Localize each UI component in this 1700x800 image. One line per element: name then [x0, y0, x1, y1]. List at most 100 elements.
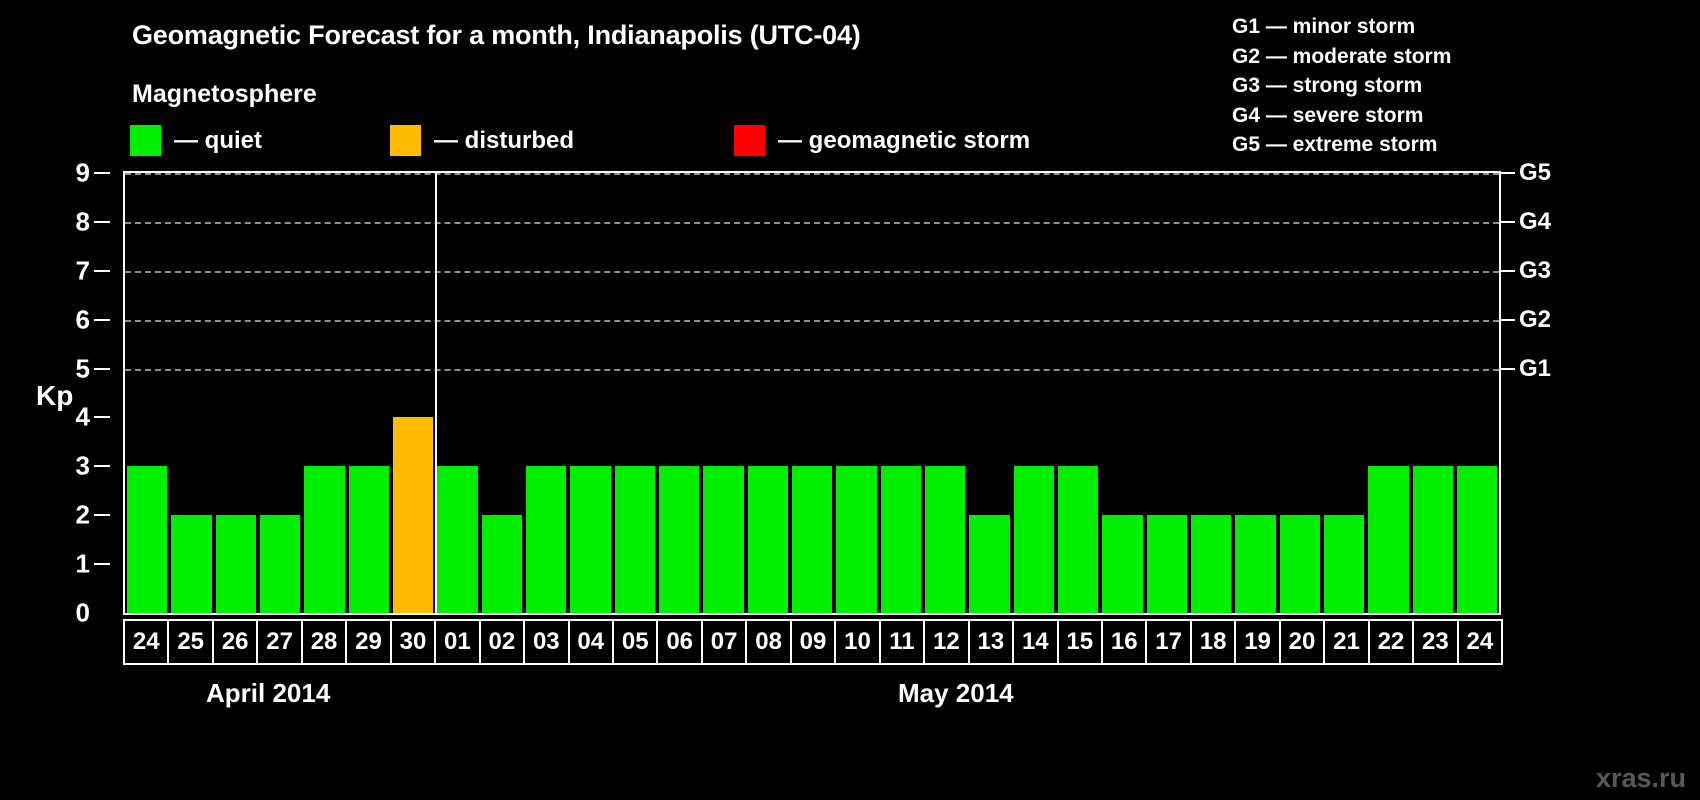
g-axis-tick: [1501, 269, 1515, 272]
x-axis-date-box[interactable]: 05: [611, 619, 659, 665]
bar-cell[interactable]: [391, 173, 435, 613]
bar[interactable]: [1412, 466, 1453, 613]
bar[interactable]: [525, 466, 567, 613]
bar-cell[interactable]: [1100, 173, 1144, 613]
x-axis-date-box[interactable]: 13: [967, 619, 1015, 665]
x-axis-date-box[interactable]: 14: [1012, 619, 1059, 665]
bar[interactable]: [658, 466, 700, 613]
bar-cell[interactable]: [834, 173, 878, 613]
bar[interactable]: [1190, 515, 1232, 613]
bar-cell[interactable]: [746, 173, 790, 613]
x-axis-date-box[interactable]: 12: [923, 619, 970, 665]
bar-cell[interactable]: [169, 173, 213, 613]
x-axis-date-box[interactable]: 07: [700, 619, 748, 665]
bar[interactable]: [836, 466, 877, 613]
legend-label: — geomagnetic storm: [778, 126, 1031, 154]
x-axis-date-box[interactable]: 08: [745, 619, 792, 665]
bar-cell[interactable]: [879, 173, 923, 613]
y-axis-tick-label: 3: [75, 450, 90, 481]
x-axis-date-box[interactable]: 20: [1278, 619, 1326, 665]
y-axis-tick: [94, 514, 110, 517]
bar[interactable]: [259, 515, 301, 613]
x-axis-date-box[interactable]: 30: [389, 619, 437, 665]
x-axis-date-box[interactable]: 27: [256, 619, 303, 665]
bar-cell[interactable]: [1145, 173, 1189, 613]
bar[interactable]: [392, 417, 434, 613]
bar[interactable]: [880, 466, 921, 613]
bar-cell[interactable]: [302, 173, 346, 613]
bar[interactable]: [703, 466, 744, 613]
bar-cell[interactable]: [923, 173, 967, 613]
bar[interactable]: [348, 466, 389, 613]
bar[interactable]: [570, 466, 611, 613]
x-axis-date-box[interactable]: 01: [434, 619, 481, 665]
bar[interactable]: [969, 515, 1010, 613]
x-axis-date-box[interactable]: 24: [1456, 619, 1504, 665]
bar[interactable]: [1102, 515, 1143, 613]
bar[interactable]: [1057, 466, 1099, 613]
bar[interactable]: [1279, 515, 1320, 613]
x-axis-date-box[interactable]: 22: [1367, 619, 1415, 665]
bar[interactable]: [127, 466, 168, 613]
bar-cell[interactable]: [347, 173, 391, 613]
x-axis-date-box[interactable]: 23: [1412, 619, 1459, 665]
bar[interactable]: [747, 466, 788, 613]
bar[interactable]: [304, 466, 345, 613]
bar[interactable]: [791, 466, 833, 613]
bar-cell[interactable]: [568, 173, 612, 613]
x-axis-date-box[interactable]: 26: [211, 619, 259, 665]
month-label-may: May 2014: [898, 678, 1014, 708]
bar-cell[interactable]: [214, 173, 258, 613]
bar[interactable]: [1235, 515, 1276, 613]
x-axis-date-box[interactable]: 06: [656, 619, 703, 665]
bar-cell[interactable]: [1322, 173, 1366, 613]
bar-cell[interactable]: [1455, 173, 1499, 613]
x-axis-date-box[interactable]: 21: [1323, 619, 1370, 665]
x-axis-date-box[interactable]: 24: [123, 619, 170, 665]
bar[interactable]: [437, 466, 478, 613]
x-axis-date-box[interactable]: 15: [1056, 619, 1103, 665]
bar-cell[interactable]: [1366, 173, 1410, 613]
bar[interactable]: [614, 466, 655, 613]
bar-cell[interactable]: [258, 173, 302, 613]
bar-cell[interactable]: [1056, 173, 1100, 613]
x-axis-date-box[interactable]: 28: [300, 619, 348, 665]
x-axis-date-box[interactable]: 09: [789, 619, 837, 665]
x-axis-date-box[interactable]: 10: [834, 619, 881, 665]
x-axis-date-box[interactable]: 29: [345, 619, 392, 665]
bar-cell[interactable]: [613, 173, 657, 613]
bar[interactable]: [1013, 466, 1054, 613]
x-axis-date-box[interactable]: 25: [167, 619, 214, 665]
bar-cell[interactable]: [435, 173, 479, 613]
bar[interactable]: [1323, 515, 1365, 613]
x-axis-date-box[interactable]: 03: [523, 619, 570, 665]
bar-cell[interactable]: [701, 173, 745, 613]
bar[interactable]: [924, 466, 966, 613]
bar[interactable]: [171, 515, 212, 613]
x-axis-date-box[interactable]: 17: [1145, 619, 1192, 665]
x-axis-date-box[interactable]: 16: [1100, 619, 1148, 665]
x-axis-date-box[interactable]: 02: [478, 619, 526, 665]
bar-cell[interactable]: [1411, 173, 1455, 613]
bar-cell[interactable]: [790, 173, 834, 613]
bar[interactable]: [1146, 515, 1187, 613]
bar-cell[interactable]: [967, 173, 1011, 613]
bar[interactable]: [1456, 466, 1498, 613]
bar[interactable]: [215, 515, 256, 613]
bar-cell[interactable]: [657, 173, 701, 613]
bar[interactable]: [1368, 466, 1409, 613]
x-axis-date-box[interactable]: 11: [878, 619, 926, 665]
bar-cell[interactable]: [1278, 173, 1322, 613]
bar-cell[interactable]: [1233, 173, 1277, 613]
bar-cell[interactable]: [125, 173, 169, 613]
bar-cell[interactable]: [1189, 173, 1233, 613]
bar-cell[interactable]: [524, 173, 568, 613]
bar-cell[interactable]: [1012, 173, 1056, 613]
bar[interactable]: [481, 515, 522, 613]
bar-cell[interactable]: [480, 173, 524, 613]
x-axis-date-box[interactable]: 18: [1189, 619, 1237, 665]
x-axis-date-box[interactable]: 19: [1234, 619, 1281, 665]
g-axis-tick: [1501, 318, 1515, 321]
x-axis-date-box[interactable]: 04: [567, 619, 614, 665]
legend-label: — quiet: [174, 126, 262, 154]
